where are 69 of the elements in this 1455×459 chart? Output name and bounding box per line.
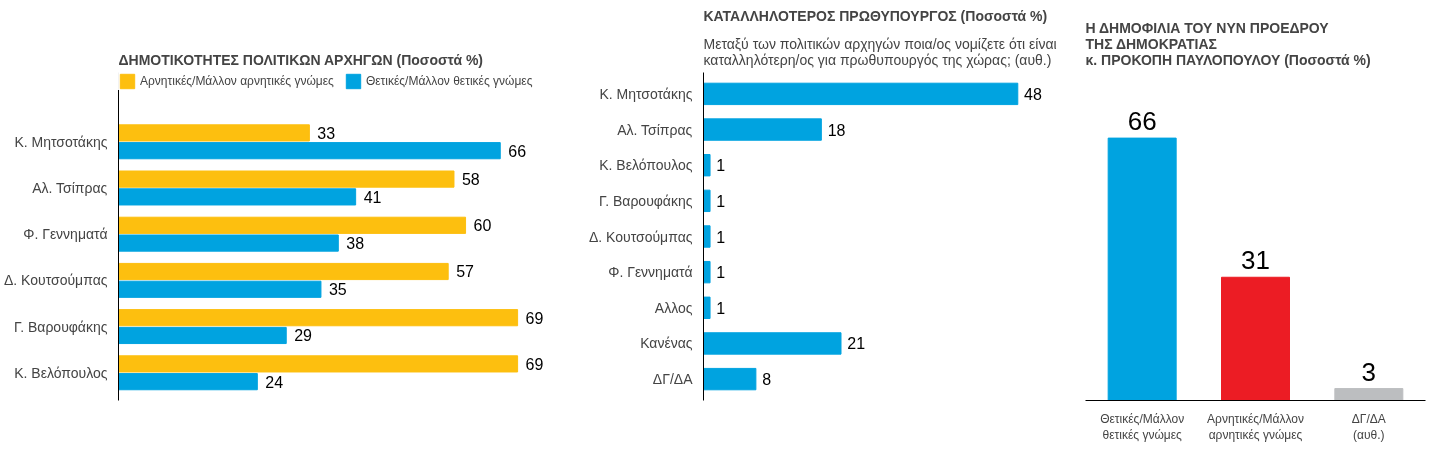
text: Μεταξύ των πολιτικών αρχηγών ποια/ος νομίζετε ότι είναι καταλληλότερη/ος για πρωθυπουργός της χώρας; (αυθ.) [703,35,1057,68]
bar [118,355,519,373]
y-tick-label: Κ. Βελόπουλος [14,364,108,381]
bar [118,216,467,234]
bar [703,118,822,141]
bar [703,189,711,213]
bar [118,326,287,345]
data-label: 48 [1024,85,1042,103]
data-label: 31 [1241,245,1270,276]
data-label: 69 [525,355,544,373]
y-tick-label: Κ. Μητσοτάκης [599,85,693,102]
chart-title: ΔΗΜΟΤΙΚΟΤΗΤΕΣ ΠΟΛΙΤΙΚΩΝ ΑΡΧΗΓΩΝ (Ποσοστά %) [118,51,484,68]
data-label: 8 [762,371,772,389]
data-label: 1 [716,264,726,282]
chart-title: Η ΔΗΜΟΦΙΛΙΑ ΤΟΥ ΝΥΝ ΠΡΟΕΔΡΟΥ ΤΗΣ ΔΗΜΟΚΡΑΤΙΑΣ κ. ΠΡΟΚΟΠΗ ΠΑΥΛΟΠΟΥΛΟΥ (Ποσοστά %) [1085,19,1371,68]
data-label: 41 [363,188,382,206]
bar [703,332,842,355]
y-tick-label: Γ. Βαρουφάκης [14,318,108,335]
bar [118,309,519,327]
data-label: 60 [473,217,492,235]
y-tick-label: Δ. Κουτσούμπας [3,272,108,289]
bar [703,82,1019,106]
data-label: 66 [508,142,527,160]
data-label: 21 [847,335,866,353]
x-tick-label: ΔΓ/ΔΑ (αυθ.) [1351,411,1386,443]
legend-label: Αρνητικές/Μάλλον αρνητικές γνώμες [140,74,334,88]
y-tick-label: Αλλος [654,299,693,316]
bar [118,142,501,160]
y-tick-label: Κ. Βελόπουλος [599,157,693,174]
bar [118,234,339,252]
bar [703,296,711,319]
data-label: 1 [716,157,726,175]
bar [118,262,449,281]
bar [703,260,711,284]
y-tick-label: Αλ. Τσίπρας [32,179,108,196]
bar [118,280,322,298]
bar [118,124,310,142]
data-label: 24 [265,373,284,391]
legend-label: Θετικές/Μάλλον θετικές γνώμες [365,74,533,88]
data-label: 1 [716,299,726,317]
y-tick-label: Αλ. Τσίπρας [617,121,693,138]
bar [118,373,258,391]
y-tick-label: Κανένας [640,335,693,352]
data-label: 33 [317,124,336,142]
bar [118,170,455,188]
x-tick-label: Θετικές/Μάλλον θετικές γνώμες [1100,411,1185,443]
bar [703,225,711,248]
data-label: 29 [294,327,313,345]
y-tick-label: Κ. Μητσοτάκης [14,133,108,150]
bar [703,154,711,177]
chart-title: ΚΑΤΑΛΛΗΛΟΤΕΡΟΣ ΠΡΩΘΥΠΟΥΡΓΟΣ (Ποσοστά %) [703,7,1048,24]
x-tick-label: Αρνητικές/Μάλλον αρνητικές γνώμες [1207,411,1304,443]
y-tick-label: Γ. Βαρουφάκης [599,192,693,209]
data-label: 57 [456,263,475,281]
data-label: 1 [716,228,726,246]
data-label: 35 [328,281,347,299]
data-label: 38 [346,235,365,253]
data-label: 3 [1361,356,1377,387]
data-label: 1 [716,192,726,210]
bar [703,367,757,391]
y-tick-label: Δ. Κουτσούμπας [588,228,693,245]
y-tick-label: Φ. Γεννηματά [608,264,693,281]
y-tick-label: Φ. Γεννηματά [23,226,108,243]
data-label: 66 [1127,106,1157,137]
bar [118,188,357,206]
y-tick-label: ΔΓ/ΔΑ [652,371,694,388]
data-label: 18 [827,121,846,139]
data-label: 69 [525,309,544,327]
data-label: 58 [461,171,480,189]
